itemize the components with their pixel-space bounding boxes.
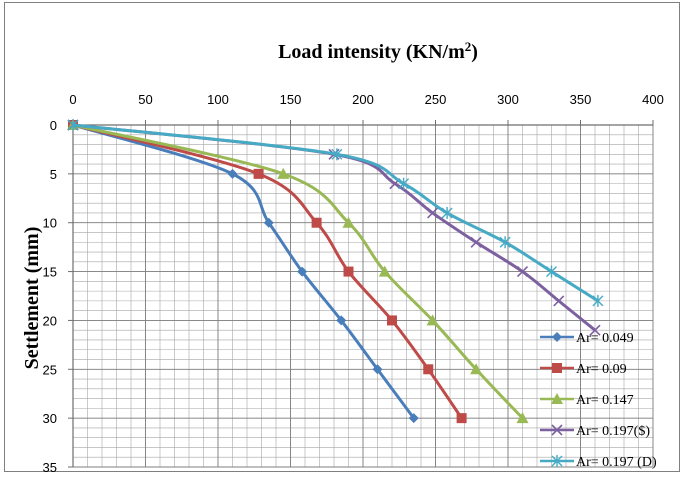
data-point [297, 266, 308, 277]
legend-item: Ar= 0.197($) [540, 424, 650, 439]
data-point [546, 265, 557, 278]
legend-swatch-marker [552, 363, 562, 373]
data-point [456, 413, 467, 424]
series-5 [67, 119, 604, 307]
y-tick-label: 20 [43, 313, 57, 328]
legend-item: Ar= 0.147 [540, 393, 634, 408]
chart-title-main: Load intensity (KN/m [278, 41, 465, 63]
data-point [470, 236, 482, 248]
data-point [470, 363, 483, 375]
x-tick-label: 50 [138, 92, 152, 107]
data-point-stroke [427, 207, 439, 219]
legend-label: Ar= 0.197($) [576, 424, 650, 439]
data-point [342, 216, 355, 228]
chart-title: Load intensity (KN/m2) [278, 39, 478, 63]
data-point [426, 314, 439, 326]
data-point [408, 413, 419, 424]
data-point [263, 217, 274, 228]
data-point [516, 266, 529, 278]
data-point [427, 207, 439, 219]
data-point [499, 236, 511, 249]
series-3 [67, 119, 529, 424]
x-tick-label: 200 [352, 92, 374, 107]
data-point [277, 167, 290, 179]
y-tick-label: 35 [43, 460, 57, 475]
x-tick-label: 150 [280, 92, 302, 107]
data-point [441, 206, 453, 219]
data-point [343, 266, 354, 277]
y-axis-label: Settlement (mm) [21, 227, 43, 370]
data-point [423, 364, 434, 375]
y-tick-label: 30 [43, 411, 57, 426]
x-tick-label: 400 [642, 92, 664, 107]
data-point [372, 364, 383, 375]
data-point-stroke [516, 266, 529, 278]
y-tick-label: 0 [50, 118, 57, 133]
legend-swatch-marker [552, 332, 562, 342]
legend-swatch-marker [551, 455, 563, 467]
y-tick-label: 5 [50, 167, 57, 182]
data-point [387, 315, 397, 326]
x-tick-label: 350 [570, 92, 592, 107]
legend-label: Ar= 0.09 [576, 362, 627, 377]
data-point [227, 168, 238, 179]
y-tick-label: 25 [43, 362, 57, 377]
y-tick-label: 10 [43, 216, 57, 231]
legend-item: Ar= 0.09 [540, 362, 627, 377]
data-point [516, 412, 529, 424]
legend-label: Ar= 0.197 (D) [576, 455, 657, 470]
y-tick-label: 15 [43, 265, 57, 280]
series-layer [67, 119, 604, 424]
chart-title-end: ) [471, 41, 478, 63]
legend-swatch-marker [551, 424, 563, 436]
data-point-stroke [470, 236, 482, 248]
legend-label: Ar= 0.049 [576, 331, 634, 346]
data-point [589, 324, 601, 336]
data-point [253, 168, 264, 179]
data-point [592, 294, 604, 307]
data-point [336, 315, 347, 326]
data-point-stroke [589, 324, 601, 336]
legend-swatch-marker-stroke [551, 424, 563, 436]
series-line [72, 123, 599, 303]
legend-item: Ar= 0.049 [540, 331, 634, 346]
data-point-stroke [553, 295, 565, 307]
data-point [311, 217, 322, 228]
legend-item: Ar= 0.197 (D) [540, 455, 657, 470]
legend-label: Ar= 0.147 [576, 393, 634, 408]
x-tick-label: 100 [207, 92, 229, 107]
data-point [331, 148, 343, 161]
x-tick-label: 0 [69, 92, 76, 107]
series-2 [68, 120, 467, 424]
data-point [378, 265, 391, 277]
data-point [67, 119, 79, 131]
x-tick-label: 250 [425, 92, 447, 107]
chart-title-sup: 2 [465, 39, 472, 54]
legend-swatch-marker [551, 393, 563, 404]
axis-layer: 0 50 100 150 200 250 300 350 400 0 5 10 15 20 25 30 35 [43, 92, 664, 475]
x-tick-label: 300 [497, 92, 519, 107]
legend: Ar= 0.049 Ar= 0.09 Ar= 0.147 Ar= 0.197($) Ar… [540, 331, 657, 470]
grid-layer [72, 124, 654, 468]
data-point [553, 295, 565, 307]
data-point [398, 177, 410, 190]
